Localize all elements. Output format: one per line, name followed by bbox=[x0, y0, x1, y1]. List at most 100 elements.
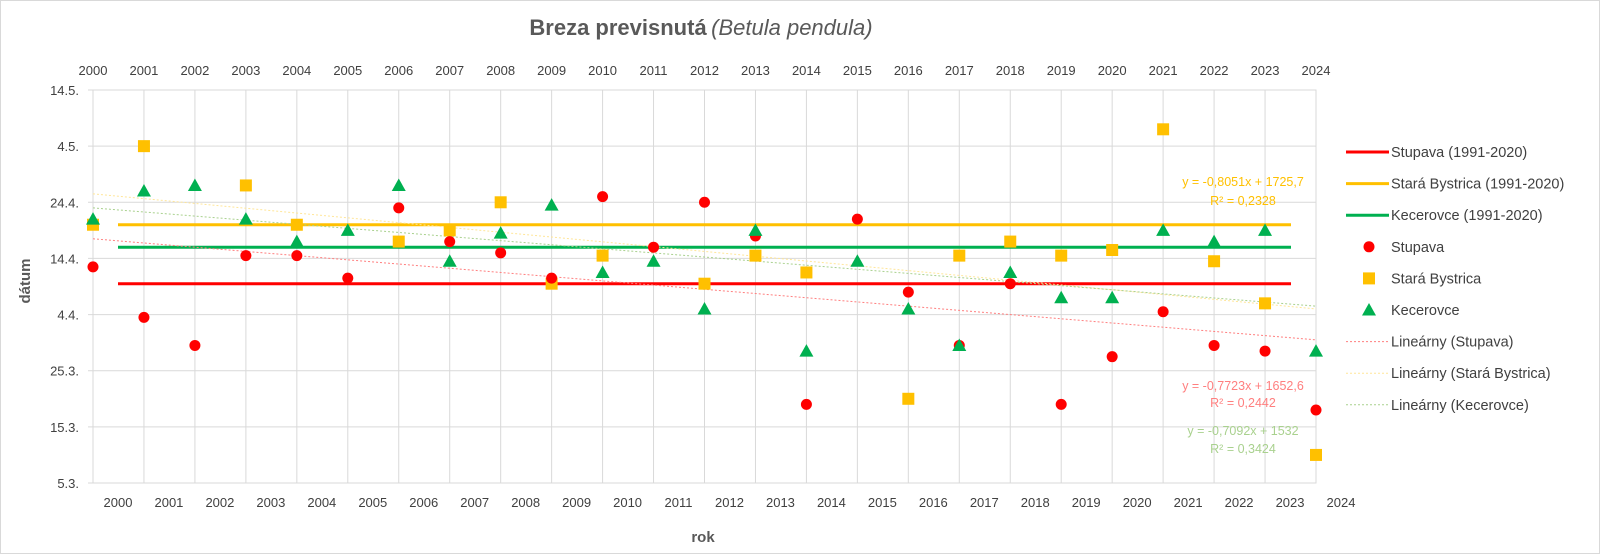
point-circle bbox=[138, 311, 150, 323]
point-triangle bbox=[799, 344, 814, 357]
point-circle bbox=[1310, 404, 1322, 416]
point-triangle bbox=[86, 212, 100, 225]
point-triangle bbox=[391, 178, 406, 191]
x-top-tick-label: 2019 bbox=[1047, 63, 1076, 78]
x-bottom-tick-label: 2011 bbox=[665, 495, 693, 510]
point-triangle bbox=[136, 184, 151, 197]
x-bottom-tick-label: 2009 bbox=[562, 495, 591, 510]
point-square bbox=[953, 249, 966, 262]
x-bottom-tick-label: 2015 bbox=[868, 495, 897, 510]
x-top-tick-label: 2006 bbox=[384, 63, 413, 78]
point-circle bbox=[1157, 306, 1169, 318]
y-tick-label: 4.4. bbox=[57, 308, 79, 323]
point-square bbox=[902, 392, 915, 405]
y-axis-title: dátum bbox=[17, 259, 34, 304]
x-top-tick-label: 2017 bbox=[945, 63, 974, 78]
point-triangle bbox=[544, 198, 559, 211]
point-triangle bbox=[442, 254, 457, 267]
point-square bbox=[494, 196, 507, 209]
y-tick-label: 15.3. bbox=[50, 420, 79, 435]
x-bottom-tick-label: 2007 bbox=[460, 495, 489, 510]
x-top-tick-label: 2013 bbox=[741, 63, 770, 78]
point-circle bbox=[1106, 351, 1118, 363]
x-bottom-tick-label: 2020 bbox=[1123, 495, 1152, 510]
x-bottom-tick-label: 2004 bbox=[307, 495, 336, 510]
point-circle bbox=[1259, 345, 1271, 357]
trendline-equations: y = -0,8051x + 1725,7 R² = 0,2328 y = -0,7… bbox=[1182, 175, 1304, 456]
chart-title: Breza previsnutá (Betula pendula) bbox=[529, 15, 872, 40]
x-bottom-tick-label: 2016 bbox=[919, 495, 948, 510]
trend-equation: y = -0,7723x + 1652,6 bbox=[1182, 379, 1304, 393]
point-square bbox=[137, 140, 150, 153]
x-bottom-tick-label: 2000 bbox=[104, 495, 133, 510]
point-square bbox=[1004, 235, 1017, 248]
x-bottom-tick-label: 2014 bbox=[817, 495, 846, 510]
y-tick-label: 24.4. bbox=[50, 195, 79, 210]
x-bottom-tick-label: 2012 bbox=[715, 495, 744, 510]
x-top-tick-label: 2009 bbox=[537, 63, 566, 78]
x-bottom-tick-label: 2008 bbox=[511, 495, 540, 510]
point-triangle bbox=[1054, 290, 1069, 304]
x-bottom-tick-label: 2019 bbox=[1072, 495, 1101, 510]
y-tick-label: 4.5. bbox=[57, 139, 79, 154]
point-triangle bbox=[493, 226, 508, 239]
x-bottom-tick-label: 2002 bbox=[205, 495, 234, 510]
y-tick-label: 14.4. bbox=[50, 251, 79, 266]
point-circle bbox=[546, 272, 558, 284]
x-bottom-tick-label: 2003 bbox=[256, 495, 285, 510]
x-top-tick-label: 2018 bbox=[996, 63, 1025, 78]
point-square bbox=[290, 218, 303, 231]
point-triangle bbox=[1207, 234, 1222, 248]
trend-equation: R² = 0,2442 bbox=[1210, 396, 1276, 410]
point-triangle bbox=[748, 223, 763, 236]
point-circle bbox=[1004, 278, 1016, 290]
chart-title-main: Breza previsnutá bbox=[529, 15, 707, 40]
point-circle bbox=[902, 286, 914, 298]
point-square bbox=[1055, 249, 1068, 262]
point-circle bbox=[393, 202, 405, 214]
x-bottom-tick-label: 2013 bbox=[766, 495, 795, 510]
x-top-tick-label: 2005 bbox=[333, 63, 362, 78]
x-bottom-tick-label: 2022 bbox=[1225, 495, 1254, 510]
legend-swatch-square bbox=[1363, 272, 1375, 285]
point-triangle bbox=[1309, 344, 1323, 357]
legend-label: Stupava bbox=[1391, 240, 1445, 256]
point-triangle bbox=[340, 223, 355, 236]
point-triangle bbox=[646, 254, 661, 267]
x-bottom-tick-label: 2006 bbox=[409, 495, 438, 510]
point-square bbox=[1106, 244, 1119, 257]
x-axis-title: rok bbox=[691, 529, 715, 546]
trend-line bbox=[92, 193, 1317, 310]
x-top-tick-label: 2000 bbox=[79, 63, 108, 78]
legend-label: Stará Bystrica bbox=[1391, 271, 1482, 287]
point-triangle bbox=[1003, 265, 1018, 278]
point-triangle bbox=[952, 338, 967, 351]
x-top-tick-label: 2014 bbox=[792, 63, 821, 78]
point-circle bbox=[342, 272, 354, 284]
point-circle bbox=[87, 261, 99, 273]
point-circle bbox=[1055, 398, 1067, 410]
legend-label: Lineárny (Kecerovce) bbox=[1391, 398, 1529, 414]
x-bottom-tick-label: 2005 bbox=[358, 495, 387, 510]
x-bottom-tick-label: 2001 bbox=[154, 495, 183, 510]
point-triangle bbox=[289, 234, 304, 248]
point-square bbox=[1208, 255, 1221, 268]
legend-swatch-triangle bbox=[1362, 303, 1376, 316]
x-top-tick-label: 2023 bbox=[1251, 63, 1280, 78]
point-circle bbox=[851, 213, 863, 225]
point-square bbox=[239, 179, 252, 192]
point-circle bbox=[1208, 339, 1220, 351]
x-top-tick-label: 2001 bbox=[129, 63, 158, 78]
x-bottom-tick-label: 2024 bbox=[1327, 495, 1356, 510]
x-top-tick-label: 2002 bbox=[180, 63, 209, 78]
x-top-tick-label: 2024 bbox=[1302, 63, 1331, 78]
point-triangle bbox=[238, 212, 253, 225]
legend: Stupava (1991-2020) Stará Bystrica (1991-… bbox=[1346, 145, 1564, 414]
x-top-tick-label: 2016 bbox=[894, 63, 923, 78]
legend-label: Stupava (1991-2020) bbox=[1391, 145, 1527, 161]
point-square bbox=[1310, 448, 1322, 461]
x-top-tick-label: 2011 bbox=[640, 63, 668, 78]
axis-ticks: 2000 2001 2002 2003 2004 2005 2006 2007 2008 2009… bbox=[50, 63, 1355, 510]
point-triangle bbox=[595, 265, 610, 278]
